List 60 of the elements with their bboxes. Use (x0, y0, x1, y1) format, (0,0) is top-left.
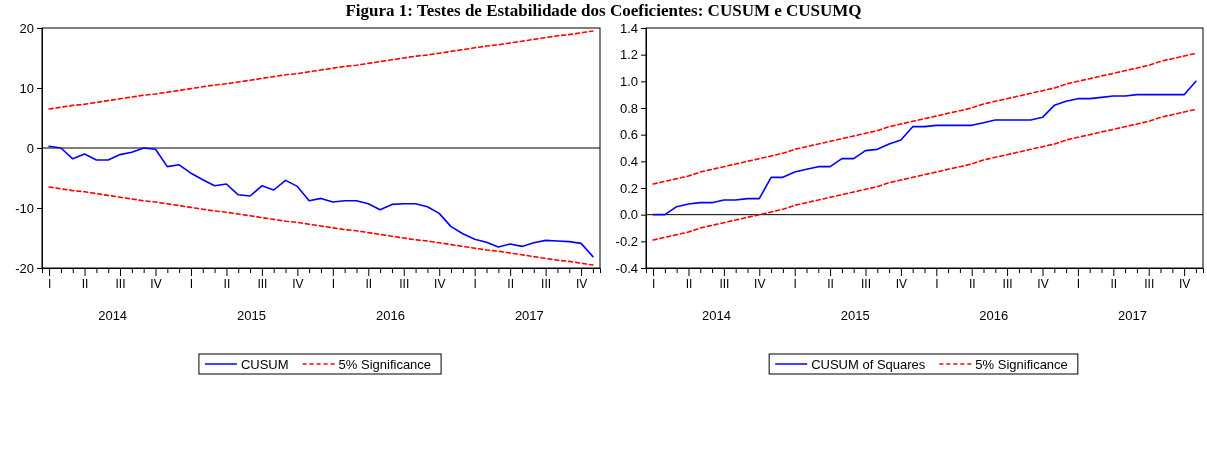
x-tick-label: III (257, 276, 268, 291)
y-tick-label: 1.0 (619, 73, 638, 89)
text: 2015 (840, 308, 870, 323)
legend-label: 5% Significance (338, 357, 432, 372)
legend-label: CUSUM (240, 357, 289, 372)
y-tick-label: -20 (15, 260, 34, 276)
x-tick-label: IV (1037, 276, 1049, 291)
y-tick-label: -0.2 (615, 233, 638, 249)
x-tick-label: I (473, 276, 477, 291)
y-tick-label: 0 (26, 140, 34, 156)
x-tick-label: IV (292, 276, 304, 291)
x-tick-label: IV (150, 276, 162, 291)
x-tick-label: III (541, 276, 552, 291)
y-tick-label: 20 (19, 20, 34, 36)
y-tick-label: 0.2 (619, 180, 638, 196)
x-tick-label: III (1144, 276, 1155, 291)
x-tick-label: II (685, 276, 693, 291)
y-tick-label: 0.8 (619, 100, 638, 116)
y-tick-label: -0.4 (615, 260, 638, 276)
x-tick-label: I (651, 276, 656, 291)
text: 2014 (98, 308, 128, 323)
text: 2014 (702, 308, 731, 323)
x-tick-label: II (1110, 276, 1118, 291)
y-tick-label: 0.4 (619, 153, 638, 169)
x-tick-label: II (507, 276, 514, 291)
x-tick-label: III (115, 276, 126, 291)
text: 2016 (979, 308, 1009, 323)
text: 2016 (375, 308, 405, 323)
legend-label: 5% Significance (975, 357, 1068, 372)
y-tick-label: 0.6 (619, 127, 638, 143)
text: 2017 (1118, 308, 1147, 323)
x-tick-label: IV (1178, 276, 1191, 291)
x-tick-label: III (860, 276, 871, 291)
x-tick-label: II (223, 276, 231, 291)
legend-label: CUSUM of Squares (811, 357, 926, 372)
x-tick-label: III (719, 276, 730, 291)
y-tick-label: -10 (15, 200, 34, 216)
y-tick-label: 10 (19, 80, 34, 96)
x-tick-label: II (81, 276, 89, 291)
text: 2015 (237, 308, 267, 323)
x-tick-label: IV (754, 276, 766, 291)
x-tick-label: I (47, 276, 52, 291)
text: 2017 (514, 308, 544, 323)
y-tick-label: 1.4 (619, 20, 638, 36)
x-tick-label: II (968, 276, 976, 291)
x-tick-label: I (793, 276, 797, 291)
x-tick-label: III (1002, 276, 1013, 291)
y-tick-label: 0.0 (619, 207, 638, 223)
x-tick-label: I (331, 276, 335, 291)
x-tick-label: IV (434, 276, 446, 291)
x-tick-label: IV (895, 276, 908, 291)
x-tick-label: I (189, 276, 194, 291)
x-tick-label: I (935, 276, 939, 291)
chart-title: Figura 1: Testes de Estabilidade dos Coeficientes: CUSUM e CUSUMQ (345, 1, 862, 20)
x-tick-label: II (827, 276, 834, 291)
y-tick-label: 1.2 (619, 47, 638, 63)
x-tick-label: II (365, 276, 373, 291)
x-tick-label: III (399, 276, 410, 291)
x-tick-label: IV (575, 276, 588, 291)
x-tick-label: I (1076, 276, 1081, 291)
